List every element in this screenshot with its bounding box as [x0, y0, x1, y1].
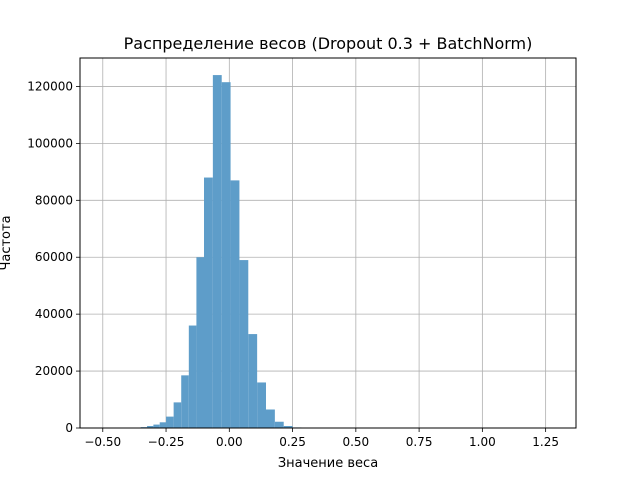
histogram-bar [174, 402, 182, 428]
y-tick-label: 100000 [27, 136, 73, 150]
histogram-bar [222, 82, 231, 428]
histogram-bar [231, 180, 240, 428]
histogram-bar [275, 422, 284, 428]
histogram-bar [239, 260, 248, 428]
histogram-bar [160, 422, 166, 428]
x-tick-label: 1.00 [469, 435, 496, 449]
x-tick-label: 0.00 [216, 435, 243, 449]
y-tick-label: 80000 [35, 193, 73, 207]
histogram-bar [196, 257, 204, 428]
y-tick-label: 0 [65, 421, 73, 435]
histogram-bar [257, 382, 266, 428]
histogram-bar [266, 410, 275, 429]
y-tick-label: 60000 [35, 250, 73, 264]
y-tick-label: 20000 [35, 364, 73, 378]
x-tick-label: 0.25 [279, 435, 306, 449]
histogram-bar [189, 326, 197, 428]
histogram-bar [181, 375, 189, 428]
y-tick-label: 40000 [35, 307, 73, 321]
histogram-bar [166, 417, 174, 428]
x-tick-label: −0.50 [84, 435, 121, 449]
x-axis-label: Значение веса [278, 456, 378, 471]
x-tick-label: 0.75 [406, 435, 433, 449]
y-axis-label: Частота [0, 215, 14, 270]
x-tick-label: 1.25 [532, 435, 559, 449]
histogram-bar [204, 178, 213, 428]
histogram-bar [153, 425, 159, 428]
histogram-bar [213, 75, 222, 428]
x-tick-label: 0.50 [342, 435, 369, 449]
histogram-bar [248, 334, 257, 428]
chart-title: Распределение весов (Dropout 0.3 + Batch… [124, 34, 533, 53]
y-tick-label: 120000 [27, 79, 73, 93]
x-tick-label: −0.25 [148, 435, 185, 449]
